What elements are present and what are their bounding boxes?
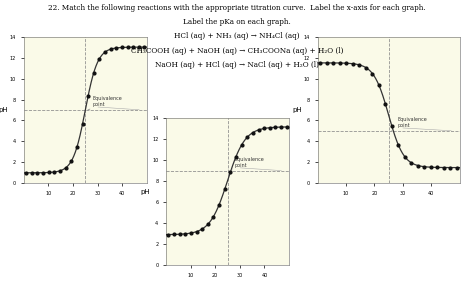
Text: HCl (aq) + NH₃ (aq) → NH₄Cl (aq): HCl (aq) + NH₃ (aq) → NH₄Cl (aq) [174, 32, 300, 40]
Y-axis label: pH: pH [292, 107, 301, 113]
Text: Equivalence
point: Equivalence point [392, 117, 427, 131]
Y-axis label: pH: pH [0, 107, 8, 113]
Text: NaOH (aq) + HCl (aq) → NaCl (aq) + H₂O (l): NaOH (aq) + HCl (aq) → NaCl (aq) + H₂O (… [155, 61, 319, 69]
Text: Label the pKa on each graph.: Label the pKa on each graph. [183, 18, 291, 26]
Y-axis label: pH: pH [140, 189, 150, 195]
Text: Equivalence
point: Equivalence point [230, 157, 264, 171]
Text: CH₃COOH (aq) + NaOH (aq) → CH₃COONa (aq) + H₂O (l): CH₃COOH (aq) + NaOH (aq) → CH₃COONa (aq)… [131, 47, 343, 54]
Text: Equivalence
point: Equivalence point [88, 96, 122, 110]
Text: 22. Match the following reactions with the appropriate titration curve.  Label t: 22. Match the following reactions with t… [48, 4, 426, 12]
